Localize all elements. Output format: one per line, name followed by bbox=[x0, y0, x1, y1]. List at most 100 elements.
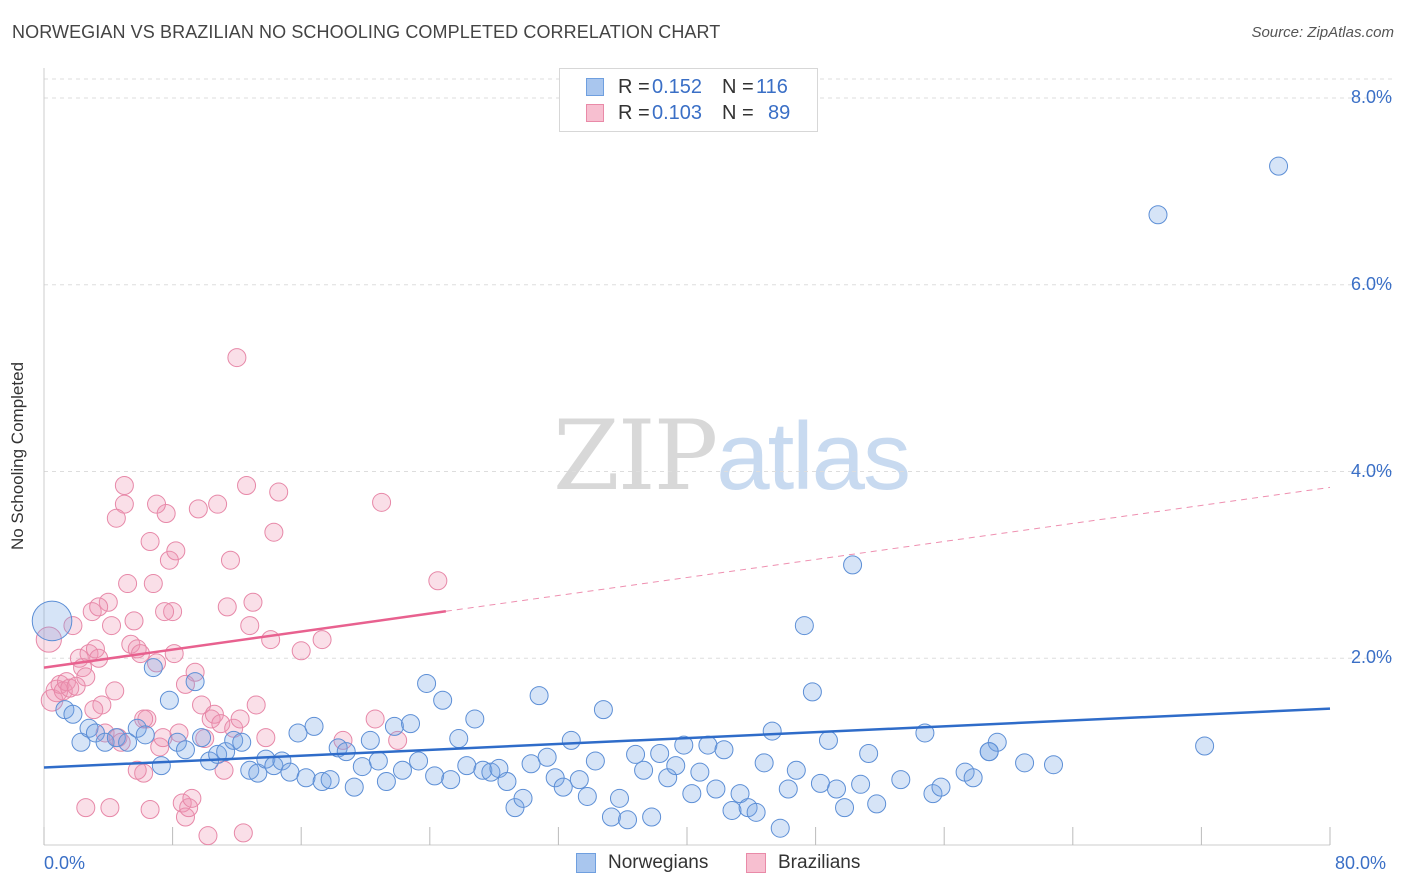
data-point bbox=[360, 730, 380, 750]
data-point bbox=[449, 729, 469, 749]
data-point bbox=[778, 779, 798, 799]
data-point bbox=[674, 735, 694, 755]
data-point bbox=[240, 760, 260, 780]
data-point bbox=[106, 728, 126, 748]
y-tick-label: 4.0% bbox=[1350, 460, 1392, 481]
data-point bbox=[246, 695, 266, 715]
legend-swatch-pink bbox=[586, 104, 604, 122]
data-point bbox=[280, 762, 300, 782]
data-point bbox=[243, 592, 263, 612]
data-point bbox=[650, 743, 670, 763]
data-point bbox=[409, 751, 429, 771]
data-point bbox=[682, 784, 702, 804]
data-point bbox=[577, 786, 597, 806]
data-point bbox=[102, 616, 122, 636]
data-point bbox=[127, 760, 147, 780]
data-point bbox=[714, 740, 734, 760]
data-point bbox=[891, 770, 911, 790]
data-point bbox=[365, 709, 385, 729]
watermark-atlas: atlas bbox=[716, 403, 911, 510]
y-axis-label: No Schooling Completed bbox=[8, 361, 27, 551]
data-point bbox=[84, 700, 104, 720]
data-point bbox=[76, 798, 96, 818]
data-point bbox=[159, 690, 179, 710]
data-point bbox=[230, 709, 250, 729]
data-point bbox=[98, 592, 118, 612]
data-point bbox=[211, 714, 231, 734]
data-point bbox=[166, 541, 186, 561]
data-point bbox=[336, 742, 356, 762]
data-point bbox=[601, 807, 621, 827]
data-point bbox=[100, 798, 120, 818]
data-point bbox=[392, 760, 412, 780]
data-point bbox=[754, 753, 774, 773]
data-point bbox=[208, 494, 228, 514]
data-point bbox=[261, 630, 281, 650]
data-point bbox=[312, 772, 332, 792]
data-point bbox=[1269, 156, 1289, 176]
data-point bbox=[198, 826, 218, 846]
data-point bbox=[163, 602, 183, 622]
data-point bbox=[553, 777, 573, 797]
data-point bbox=[698, 735, 718, 755]
data-point bbox=[159, 550, 179, 570]
y-tick-label: 6.0% bbox=[1350, 273, 1392, 294]
data-point bbox=[931, 777, 951, 797]
source-credit: Source: ZipAtlas.com bbox=[1251, 24, 1394, 41]
data-point bbox=[216, 742, 236, 762]
legend-n-label: N = bbox=[722, 101, 754, 124]
data-point bbox=[232, 732, 252, 752]
data-point bbox=[963, 768, 983, 788]
data-point bbox=[794, 616, 814, 636]
data-point bbox=[417, 673, 437, 693]
data-point bbox=[127, 718, 147, 738]
data-point bbox=[320, 770, 340, 790]
data-point bbox=[690, 762, 710, 782]
gridlines bbox=[44, 78, 1392, 659]
data-point bbox=[521, 754, 541, 774]
data-point bbox=[537, 747, 557, 767]
legend-row-brazilians: R = 0.103 N = 89 bbox=[586, 101, 790, 125]
data-point bbox=[666, 756, 686, 776]
data-point bbox=[134, 709, 154, 729]
data-point bbox=[233, 823, 253, 843]
data-point bbox=[746, 802, 766, 822]
data-point bbox=[561, 730, 581, 750]
bottom-legend-label: Brazilians bbox=[778, 852, 861, 873]
chart-title: NORWEGIAN VS BRAZILIAN NO SCHOOLING COMP… bbox=[12, 22, 721, 42]
data-point bbox=[296, 768, 316, 788]
data-point bbox=[143, 574, 163, 594]
bottom-legend-swatch-pink bbox=[746, 853, 766, 873]
bottom-legend-label: Norwegians bbox=[608, 852, 709, 873]
data-point bbox=[1148, 205, 1168, 225]
data-point bbox=[167, 732, 187, 752]
data-point bbox=[569, 770, 589, 790]
bottom-legend-norwegians: Norwegians bbox=[576, 852, 708, 874]
y-tick-label: 2.0% bbox=[1350, 647, 1392, 668]
data-point bbox=[264, 522, 284, 542]
data-point bbox=[388, 730, 408, 750]
data-point bbox=[465, 709, 485, 729]
data-point bbox=[1015, 753, 1035, 773]
data-point bbox=[291, 641, 311, 661]
data-point bbox=[457, 756, 477, 776]
data-point bbox=[185, 672, 205, 692]
data-point bbox=[240, 616, 260, 636]
data-point bbox=[859, 743, 879, 763]
legend-r-label: R = bbox=[618, 75, 650, 98]
data-point bbox=[140, 532, 160, 552]
bottom-legend-swatch-blue bbox=[576, 853, 596, 873]
data-point bbox=[851, 774, 871, 794]
legend-row-norwegians: R = 0.152 N = 116 bbox=[586, 75, 788, 99]
data-point bbox=[786, 760, 806, 780]
data-point bbox=[818, 730, 838, 750]
data-point bbox=[175, 740, 195, 760]
data-point bbox=[344, 777, 364, 797]
data-point bbox=[89, 597, 109, 617]
data-point bbox=[843, 555, 863, 575]
trend-line-brazilians bbox=[43, 610, 447, 669]
data-point bbox=[237, 476, 257, 496]
data-point bbox=[192, 695, 212, 715]
data-point bbox=[227, 348, 247, 368]
